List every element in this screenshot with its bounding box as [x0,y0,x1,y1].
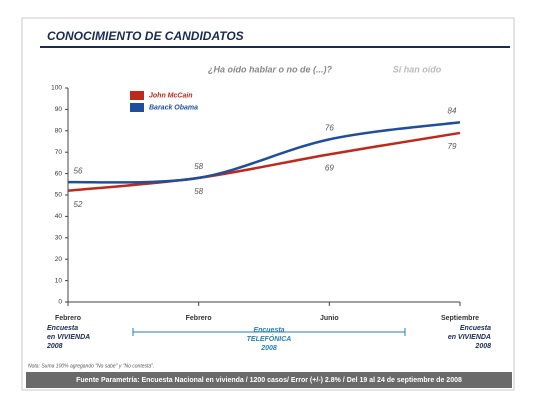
survey-label: TELEFÓNICA [247,334,292,343]
y-tick-label: 30 [55,235,63,242]
legend-label: Barack Obama [149,104,198,111]
survey-label: 2008 [46,343,63,350]
value-label: 52 [74,200,83,209]
survey-label: Encuesta [47,325,78,332]
legend-swatch [130,103,144,112]
frame [21,17,515,391]
survey-label: 2008 [474,343,491,350]
survey-label: en VIVIENDA [47,334,90,341]
survey-label: Encuesta [460,325,491,332]
value-label: 84 [448,106,457,115]
value-label: 79 [448,142,457,151]
legend-label: John McCain [149,92,193,99]
value-label: 69 [325,163,334,172]
y-tick-label: 0 [58,299,62,306]
legend-swatch [130,91,144,100]
y-tick-label: 50 [55,192,63,199]
footer-bar [26,372,512,388]
value-label: 58 [194,187,203,196]
y-tick-label: 80 [55,128,63,135]
y-tick-label: 40 [55,213,63,220]
value-label: 76 [325,123,334,132]
note: Nota: Suma 100% agregando "No sabe" y "N… [28,363,154,369]
x-tick-label: Febrero [55,315,81,322]
y-tick-label: 20 [55,256,63,263]
x-tick-label: Junio [320,315,339,322]
value-label: 56 [74,166,83,175]
y-tick-label: 90 [55,106,63,113]
y-tick-label: 10 [55,277,63,284]
x-tick-label: Septiembre [441,315,479,322]
source: Fuente Parametría: Encuesta Nacional en … [76,377,462,384]
y-tick-label: 100 [51,85,62,92]
series-note: Sí han oído [393,64,442,74]
x-tick-label: Febrero [186,315,212,322]
line-series [67,121,461,184]
survey-label: Encuesta [253,327,284,334]
chart-title: CONOCIMIENTO DE CANDIDATOS [47,29,244,43]
survey-label: en VIVIENDA [448,334,491,341]
survey-label: 2008 [260,345,277,352]
y-tick-label: 70 [55,149,63,156]
value-label: 58 [194,162,203,171]
y-tick-label: 60 [55,170,63,177]
subtitle: ¿Ha oído hablar o no de (...)? [208,64,332,74]
line-series [67,131,461,192]
